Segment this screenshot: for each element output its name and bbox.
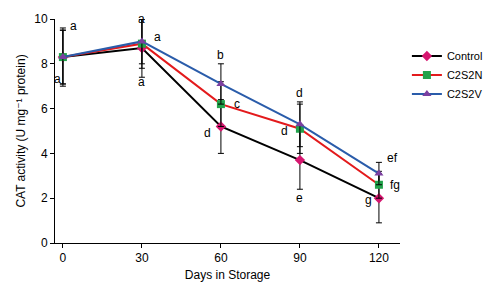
svg-text:d: d bbox=[281, 124, 288, 138]
svg-text:Days in Storage: Days in Storage bbox=[185, 268, 271, 282]
svg-text:4: 4 bbox=[41, 147, 48, 161]
svg-text:2: 2 bbox=[41, 191, 48, 205]
svg-text:0: 0 bbox=[41, 236, 48, 250]
svg-text:8: 8 bbox=[41, 57, 48, 71]
svg-text:60: 60 bbox=[214, 251, 228, 265]
svg-text:a: a bbox=[154, 30, 161, 44]
svg-text:g: g bbox=[365, 193, 372, 207]
svg-text:120: 120 bbox=[369, 251, 389, 265]
svg-text:a: a bbox=[138, 75, 145, 89]
svg-text:C2S2V: C2S2V bbox=[447, 88, 483, 100]
svg-text:Control: Control bbox=[447, 50, 482, 62]
svg-text:6: 6 bbox=[41, 102, 48, 116]
svg-text:b: b bbox=[217, 48, 224, 62]
svg-text:d: d bbox=[204, 126, 211, 140]
svg-text:a: a bbox=[54, 72, 61, 86]
svg-text:d: d bbox=[296, 86, 303, 100]
svg-text:a: a bbox=[70, 19, 77, 33]
svg-text:10: 10 bbox=[34, 12, 48, 26]
svg-text:c: c bbox=[234, 97, 240, 111]
svg-text:C2S2N: C2S2N bbox=[447, 69, 483, 81]
svg-text:90: 90 bbox=[293, 251, 307, 265]
svg-text:30: 30 bbox=[135, 251, 149, 265]
svg-text:e: e bbox=[296, 191, 303, 205]
svg-text:ef: ef bbox=[387, 151, 398, 165]
svg-text:CAT activity (U mg⁻¹ protein): CAT activity (U mg⁻¹ protein) bbox=[14, 54, 28, 207]
svg-text:0: 0 bbox=[60, 251, 67, 265]
svg-text:a: a bbox=[138, 12, 145, 26]
svg-text:fg: fg bbox=[390, 178, 400, 192]
